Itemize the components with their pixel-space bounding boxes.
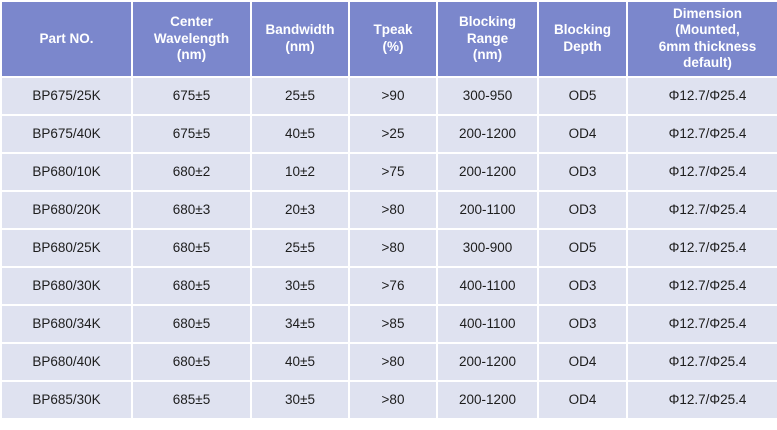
cell-blocking_range: 200-1200 bbox=[438, 381, 537, 418]
cell-center_wavelength: 680±2 bbox=[133, 153, 250, 190]
cell-center_wavelength: 675±5 bbox=[133, 77, 250, 114]
cell-center_wavelength: 680±3 bbox=[133, 191, 250, 228]
cell-dimension: Φ12.7/Φ25.4 bbox=[628, 191, 777, 228]
cell-blocking_range: 200-1200 bbox=[438, 343, 537, 380]
cell-dimension: Φ12.7/Φ25.4 bbox=[628, 153, 777, 190]
table-header: Part NO. Center Wavelength (nm) Bandwidth (nm… bbox=[2, 2, 777, 76]
table-header-row: Part NO. Center Wavelength (nm) Bandwidth (nm… bbox=[2, 2, 777, 76]
cell-center_wavelength: 680±5 bbox=[133, 267, 250, 304]
cell-part_no: BP680/20K bbox=[2, 191, 131, 228]
cell-part_no: BP675/25K bbox=[2, 77, 131, 114]
cell-blocking_depth: OD3 bbox=[539, 153, 626, 190]
table-row: BP680/25K 680±5 25±5 >80 300-900 OD5 Φ12.7/Φ25… bbox=[2, 229, 777, 266]
cell-part_no: BP680/25K bbox=[2, 229, 131, 266]
cell-dimension: Φ12.7/Φ25.4 bbox=[628, 229, 777, 266]
cell-blocking_range: 400-1100 bbox=[438, 267, 537, 304]
cell-center_wavelength: 680±5 bbox=[133, 229, 250, 266]
cell-blocking_range: 400-1100 bbox=[438, 305, 537, 342]
cell-blocking_depth: OD4 bbox=[539, 115, 626, 152]
cell-part_no: BP680/34K bbox=[2, 305, 131, 342]
cell-dimension: Φ12.7/Φ25.4 bbox=[628, 343, 777, 380]
cell-blocking_depth: OD5 bbox=[539, 77, 626, 114]
cell-bandwidth: 30±5 bbox=[252, 267, 348, 304]
cell-center_wavelength: 675±5 bbox=[133, 115, 250, 152]
cell-dimension: Φ12.7/Φ25.4 bbox=[628, 305, 777, 342]
cell-bandwidth: 40±5 bbox=[252, 343, 348, 380]
cell-bandwidth: 40±5 bbox=[252, 115, 348, 152]
column-header-blocking_depth: Blocking Depth bbox=[539, 2, 626, 76]
cell-tpeak: >90 bbox=[350, 77, 436, 114]
table-row: BP680/40K 680±5 40±5 >80 200-1200 OD4 Φ12.7/Φ2… bbox=[2, 343, 777, 380]
cell-tpeak: >80 bbox=[350, 191, 436, 228]
cell-tpeak: >80 bbox=[350, 343, 436, 380]
cell-blocking_range: 300-900 bbox=[438, 229, 537, 266]
cell-dimension: Φ12.7/Φ25.4 bbox=[628, 115, 777, 152]
cell-dimension: Φ12.7/Φ25.4 bbox=[628, 267, 777, 304]
cell-blocking_depth: OD4 bbox=[539, 381, 626, 418]
cell-center_wavelength: 680±5 bbox=[133, 343, 250, 380]
column-header-part_no: Part NO. bbox=[2, 2, 131, 76]
cell-center_wavelength: 685±5 bbox=[133, 381, 250, 418]
cell-part_no: BP680/10K bbox=[2, 153, 131, 190]
cell-bandwidth: 20±3 bbox=[252, 191, 348, 228]
cell-part_no: BP685/30K bbox=[2, 381, 131, 418]
column-header-dimension: Dimension (Mounted, 6mm thickness default) bbox=[628, 2, 777, 76]
cell-bandwidth: 10±2 bbox=[252, 153, 348, 190]
table-row: BP675/40K 675±5 40±5 >25 200-1200 OD4 Φ12.7/Φ2… bbox=[2, 115, 777, 152]
cell-center_wavelength: 680±5 bbox=[133, 305, 250, 342]
cell-blocking_depth: OD3 bbox=[539, 191, 626, 228]
column-header-tpeak: Tpeak (%) bbox=[350, 2, 436, 76]
cell-blocking_depth: OD5 bbox=[539, 229, 626, 266]
cell-blocking_range: 200-1200 bbox=[438, 115, 537, 152]
cell-bandwidth: 30±5 bbox=[252, 381, 348, 418]
cell-blocking_range: 300-950 bbox=[438, 77, 537, 114]
table-row: BP675/25K 675±5 25±5 >90 300-950 OD5 Φ12.7/Φ25… bbox=[2, 77, 777, 114]
cell-blocking_range: 200-1200 bbox=[438, 153, 537, 190]
table-row: BP680/10K 680±2 10±2 >75 200-1200 OD3 Φ12.7/Φ2… bbox=[2, 153, 777, 190]
table-body: BP675/25K 675±5 25±5 >90 300-950 OD5 Φ12.7/Φ25… bbox=[2, 77, 777, 418]
column-header-blocking_range: Blocking Range (nm) bbox=[438, 2, 537, 76]
cell-blocking_depth: OD4 bbox=[539, 343, 626, 380]
cell-tpeak: >75 bbox=[350, 153, 436, 190]
table-row: BP685/30K 685±5 30±5 >80 200-1200 OD4 Φ12.7/Φ2… bbox=[2, 381, 777, 418]
cell-tpeak: >76 bbox=[350, 267, 436, 304]
table-row: BP680/30K 680±5 30±5 >76 400-1100 OD3 Φ12.7/Φ2… bbox=[2, 267, 777, 304]
cell-bandwidth: 25±5 bbox=[252, 77, 348, 114]
cell-bandwidth: 25±5 bbox=[252, 229, 348, 266]
cell-dimension: Φ12.7/Φ25.4 bbox=[628, 381, 777, 418]
cell-blocking_depth: OD3 bbox=[539, 305, 626, 342]
column-header-bandwidth: Bandwidth (nm) bbox=[252, 2, 348, 76]
cell-part_no: BP680/30K bbox=[2, 267, 131, 304]
cell-tpeak: >85 bbox=[350, 305, 436, 342]
cell-tpeak: >80 bbox=[350, 381, 436, 418]
optical-filter-spec-table: Part NO. Center Wavelength (nm) Bandwidth (nm… bbox=[0, 0, 777, 420]
cell-part_no: BP680/40K bbox=[2, 343, 131, 380]
table-row: BP680/34K 680±5 34±5 >85 400-1100 OD3 Φ12.7/Φ2… bbox=[2, 305, 777, 342]
cell-blocking_range: 200-1100 bbox=[438, 191, 537, 228]
cell-part_no: BP675/40K bbox=[2, 115, 131, 152]
cell-dimension: Φ12.7/Φ25.4 bbox=[628, 77, 777, 114]
table-row: BP680/20K 680±3 20±3 >80 200-1100 OD3 Φ12.7/Φ2… bbox=[2, 191, 777, 228]
cell-bandwidth: 34±5 bbox=[252, 305, 348, 342]
column-header-center_wavelength: Center Wavelength (nm) bbox=[133, 2, 250, 76]
cell-tpeak: >25 bbox=[350, 115, 436, 152]
cell-blocking_depth: OD3 bbox=[539, 267, 626, 304]
cell-tpeak: >80 bbox=[350, 229, 436, 266]
